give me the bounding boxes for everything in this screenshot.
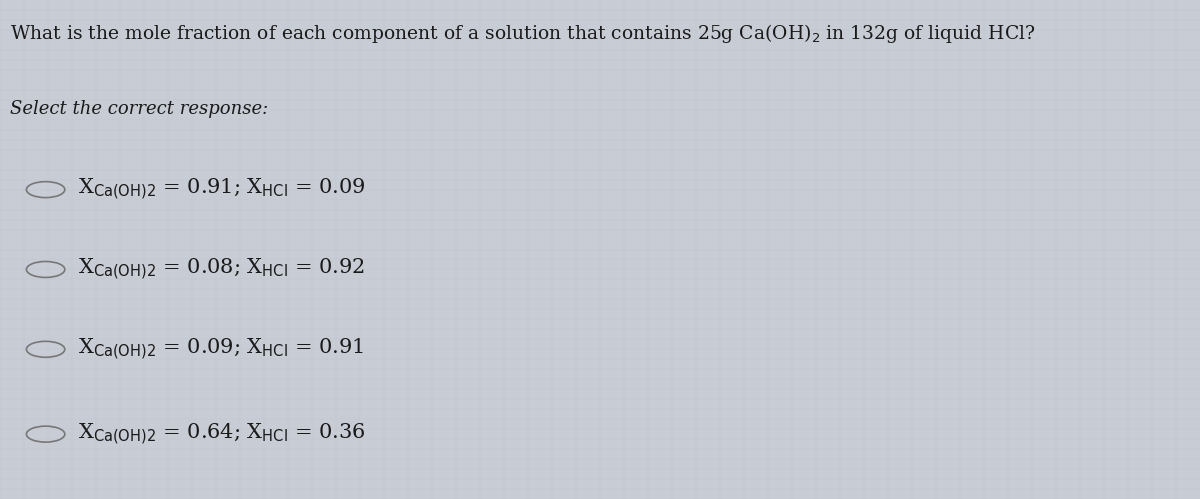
Text: X$_{\mathrm{Ca(OH)2}}$ = 0.08; X$_{\mathrm{HCl}}$ = 0.92: X$_{\mathrm{Ca(OH)2}}$ = 0.08; X$_{\math… [78,256,365,282]
Text: What is the mole fraction of each component of a solution that contains 25g Ca(O: What is the mole fraction of each compon… [10,22,1036,45]
Text: X$_{\mathrm{Ca(OH)2}}$ = 0.91; X$_{\mathrm{HCl}}$ = 0.09: X$_{\mathrm{Ca(OH)2}}$ = 0.91; X$_{\math… [78,177,366,203]
Text: X$_{\mathrm{Ca(OH)2}}$ = 0.09; X$_{\mathrm{HCl}}$ = 0.91: X$_{\mathrm{Ca(OH)2}}$ = 0.09; X$_{\math… [78,336,364,362]
Text: Select the correct response:: Select the correct response: [10,100,268,118]
Text: X$_{\mathrm{Ca(OH)2}}$ = 0.64; X$_{\mathrm{HCl}}$ = 0.36: X$_{\mathrm{Ca(OH)2}}$ = 0.64; X$_{\math… [78,421,366,447]
